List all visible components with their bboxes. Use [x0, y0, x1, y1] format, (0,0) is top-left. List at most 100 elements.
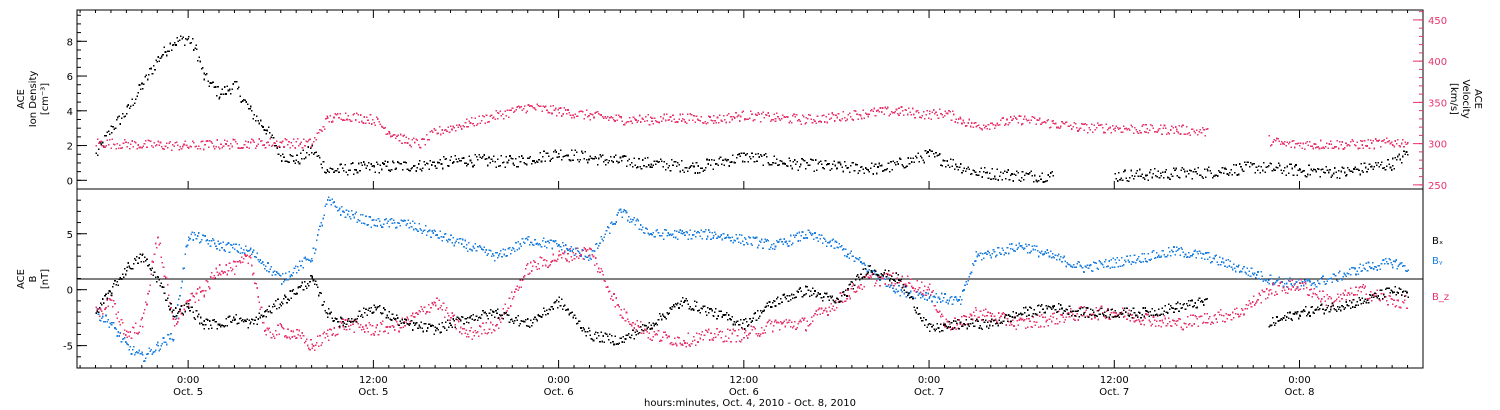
velocity-point	[1039, 117, 1041, 120]
bz-point	[1042, 316, 1044, 319]
bx-point	[95, 312, 98, 315]
bz-point	[1093, 313, 1095, 316]
velocity-point	[495, 110, 498, 112]
by-point	[522, 241, 525, 243]
by-point	[320, 222, 322, 224]
bz-point	[683, 340, 685, 342]
density-point	[580, 150, 583, 153]
by-point	[603, 236, 606, 239]
by-point	[1342, 275, 1344, 278]
density-point	[1397, 155, 1399, 158]
by-point	[1144, 258, 1147, 260]
velocity-point	[392, 134, 395, 136]
bz-point	[320, 344, 322, 346]
bz-point	[538, 267, 541, 270]
by-point	[583, 258, 585, 260]
velocity-point	[1087, 131, 1089, 134]
density-point	[144, 76, 146, 78]
by-point	[312, 247, 315, 249]
velocity-point	[508, 116, 510, 118]
density-point	[1041, 172, 1043, 174]
velocity-point	[251, 138, 253, 141]
bz-point	[1393, 299, 1395, 301]
velocity-point	[391, 135, 393, 138]
density-point	[951, 165, 953, 167]
velocity-point	[1018, 115, 1021, 117]
bz-point	[1282, 286, 1285, 289]
by-point	[929, 296, 931, 298]
by-point	[832, 238, 835, 241]
density-point	[1121, 179, 1124, 182]
bz-point	[518, 286, 521, 289]
density-point	[1209, 170, 1211, 172]
bz-point	[1084, 311, 1087, 313]
bx-point	[132, 263, 135, 265]
bz-point	[412, 315, 415, 318]
bz-point	[651, 339, 653, 341]
velocity-point	[756, 114, 758, 116]
density-point	[519, 160, 522, 163]
by-point	[974, 260, 976, 262]
velocity-point	[478, 115, 480, 117]
bz-point	[931, 291, 933, 293]
density-point	[887, 162, 890, 165]
by-point	[111, 321, 113, 324]
density-point	[104, 135, 106, 137]
velocity-point	[669, 116, 672, 118]
bz-point	[1321, 298, 1323, 300]
bz-point	[1144, 317, 1147, 320]
density-point	[520, 155, 523, 157]
bz-point	[725, 340, 728, 342]
bz-point	[385, 326, 387, 328]
velocity-point	[763, 117, 766, 119]
bz-point	[533, 259, 535, 262]
density-point	[644, 157, 646, 160]
density-point	[783, 162, 785, 165]
bx-point	[190, 306, 192, 309]
bz-point	[522, 276, 525, 278]
density-point	[1115, 178, 1118, 180]
velocity-point	[1352, 140, 1355, 142]
by-point	[906, 291, 909, 294]
bx-point	[111, 292, 113, 295]
bz-point	[699, 337, 701, 340]
by-point	[679, 229, 681, 231]
bz-point	[968, 316, 971, 318]
by-point	[184, 253, 187, 255]
by-point	[1186, 256, 1189, 258]
by-point	[257, 259, 259, 261]
by-point	[917, 294, 920, 296]
density-point	[719, 156, 722, 158]
velocity-point	[1202, 127, 1204, 129]
bz-point	[851, 285, 854, 288]
velocity-point	[265, 142, 268, 144]
density-point	[256, 115, 258, 118]
bz-point	[1141, 319, 1143, 322]
by-point	[797, 240, 799, 242]
bz-point	[524, 267, 527, 270]
by-point	[509, 253, 512, 255]
bz-point	[1135, 319, 1138, 322]
by-point	[1189, 256, 1191, 259]
velocity-point	[895, 108, 898, 111]
by-point	[414, 222, 416, 225]
by-point	[1181, 248, 1183, 251]
by-point	[633, 216, 635, 219]
by-point	[1314, 283, 1317, 286]
bz-point	[876, 280, 878, 282]
density-point	[1273, 168, 1275, 170]
by-point	[893, 290, 895, 293]
by-point	[138, 349, 140, 352]
density-point	[695, 162, 698, 164]
bz-point	[829, 310, 831, 312]
density-point	[271, 134, 274, 137]
density-point	[1349, 170, 1352, 172]
density-point	[459, 159, 461, 162]
density-point	[622, 155, 624, 158]
by-point	[711, 232, 713, 234]
density-point	[864, 167, 867, 169]
velocity-point	[568, 112, 571, 114]
velocity-point	[1019, 115, 1022, 118]
by-point	[168, 334, 170, 336]
by-point	[1023, 247, 1026, 249]
